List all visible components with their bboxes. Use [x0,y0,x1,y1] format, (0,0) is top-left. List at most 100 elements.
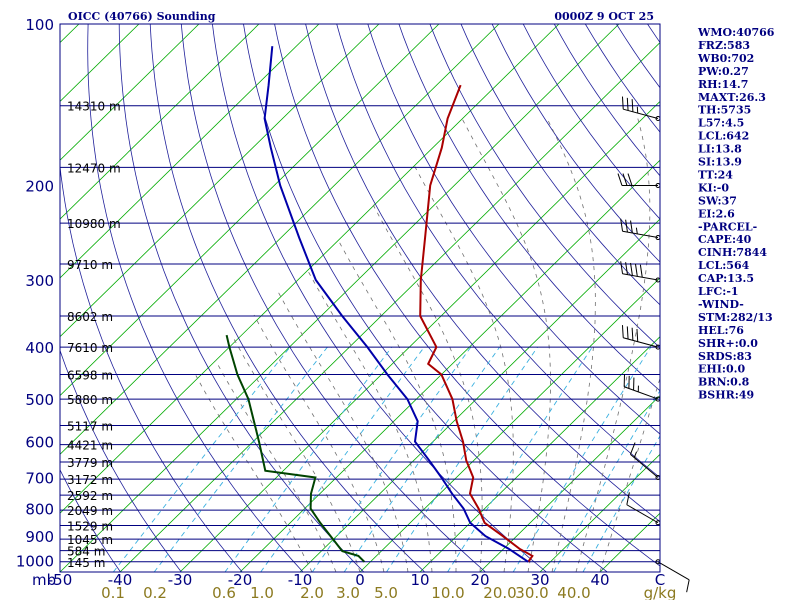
height-level-label: 2049 m [67,504,113,518]
height-level-label: 3172 m [67,473,113,487]
moist-adiabat-line [215,360,337,572]
wind-barb [623,374,661,402]
height-level-label: 14310 m [67,100,121,114]
sounding-index-entry: CAPE:40 [698,233,752,246]
isotherm-line [119,42,660,572]
height-level-label: 4421 m [67,439,113,453]
height-level-label: 1529 m [67,519,113,533]
sounding-index-entry: EHI:0.0 [698,363,745,376]
wind-barb [621,96,661,121]
pressure-tick-label: 300 [25,272,54,290]
sounding-index-entry: STM:282/13 [698,311,773,324]
moist-adiabat-line [253,314,385,572]
isotherm-line [479,394,660,572]
wind-barb-flag [620,261,624,274]
height-level-label: 9710 m [67,258,113,272]
moist-adiabat-line [232,337,361,572]
temperature-tick-label: 10 [410,571,429,589]
pressure-tick-label: 500 [25,391,54,409]
wind-barb [620,218,661,241]
mixing-ratio-line [447,346,593,572]
height-level-label: 10980 m [67,217,121,231]
mixing-ratio-tick-label: 0.6 [212,584,236,600]
sounding-index-entry: SW:37 [698,194,737,207]
mixing-ratio-tick-label: 2.0 [300,584,324,600]
isotherm-line [539,453,660,572]
isobar-lines [60,105,660,563]
height-level-label: 12470 m [67,161,121,175]
pressure-tick-label: 900 [25,528,54,546]
wind-barb-flag [626,492,630,505]
dry-adiabat-line [60,162,243,572]
mixing-ratio-tick-label: 0.2 [143,584,167,600]
height-level-label: 8602 m [67,310,113,324]
sounding-index-entry: BRN:0.8 [698,376,750,389]
plot-frame [59,23,661,573]
mixing-ratio-line [260,346,425,572]
dry-adiabat-line [212,24,547,572]
temperature-tick-label: -10 [288,571,313,589]
sounding-index-entry: SRDS:83 [698,350,752,363]
height-level-label: 7610 m [67,341,113,355]
dry-adiabat-line [60,468,121,572]
moist-adiabat-line [306,269,433,572]
temperature-tick-label: 20 [470,571,489,589]
dry-adiabat-line [180,24,486,572]
mixing-ratio-line [153,346,328,572]
dry-adiabat-line [274,24,660,567]
mixing-ratio-lines [112,346,660,572]
temperature-axis-unit: C [655,571,665,589]
height-level-label: 3779 m [67,456,113,470]
wind-barb-staff [623,337,659,348]
wind-barb-flag [634,263,638,277]
temperature-tick-label: -50 [48,571,73,589]
isotherm-lines [60,24,660,572]
sounding-index-entry: WB0:702 [697,52,754,65]
pressure-axis-unit: mb [32,571,56,589]
parcel-path-line [263,46,529,563]
sounding-index-entry: TH:5735 [698,104,751,117]
dry-adiabat-line [553,24,660,177]
mixing-ratio-line [224,346,393,572]
mixing-ratio-line [343,346,500,572]
wind-barb-half-flag [635,227,638,234]
sounding-index-entry: HEL:76 [698,324,744,337]
wind-barb-flag [631,327,634,341]
sounding-index-entry: SHR+:0.0 [698,337,758,350]
isotherm-line [239,159,660,572]
moist-adiabat-line [337,239,457,572]
wind-barb [620,261,661,283]
moist-adiabat-line [575,118,651,572]
mixing-ratio-tick-label: 3.0 [336,584,360,600]
mixing-ratio-line [553,389,660,572]
moist-adiabat-line [413,163,514,572]
dry-adiabat-line [367,24,660,435]
sounding-index-entry: RH:14.7 [698,78,748,91]
sounding-index-entry: LCL:564 [698,259,750,272]
mixing-ratio-line [311,346,472,572]
mixing-ratio-line [512,346,652,572]
sounding-index-entry: KI:-0 [698,181,729,194]
mixing-ratio-axis-labels: 0.1 0.2 0.6 1.0 2.0 3.0 5.0 10.0 20.030.0 40.0 g/k… [101,584,676,600]
isotherm-line [60,24,620,572]
wind-barb-flag [625,219,628,233]
dry-adiabat-line [398,24,660,392]
isotherm-line [419,336,660,572]
sounding-index-entry: CINH:7844 [698,246,767,259]
sounding-indices-panel: WMO:40766FRZ:583WB0:702PW:0.27RH:14.7MAX… [697,26,775,402]
sounding-index-entry: BSHR:49 [698,389,754,402]
wind-barb-flag [621,96,624,110]
sounding-index-entry: -PARCEL- [698,220,757,233]
wind-barb-staff [624,386,659,400]
height-labels: 14310 m 12470 m 10980 m 9710 m 8602 m 7610 m 6… [67,100,121,570]
dry-adiabat-line [118,24,365,572]
sounding-index-entry: SI:13.9 [698,156,742,169]
height-level-label: 5880 m [67,393,113,407]
wind-barb-staff [622,273,659,281]
valid-time: 0000Z 9 OCT 25 [554,10,654,23]
wind-barb-flag [626,326,629,340]
wind-barb-flag [620,218,624,232]
sounding-index-entry: LI:13.8 [698,143,742,156]
height-level-label: 584 m [67,545,105,559]
isotherm-line [359,277,660,572]
